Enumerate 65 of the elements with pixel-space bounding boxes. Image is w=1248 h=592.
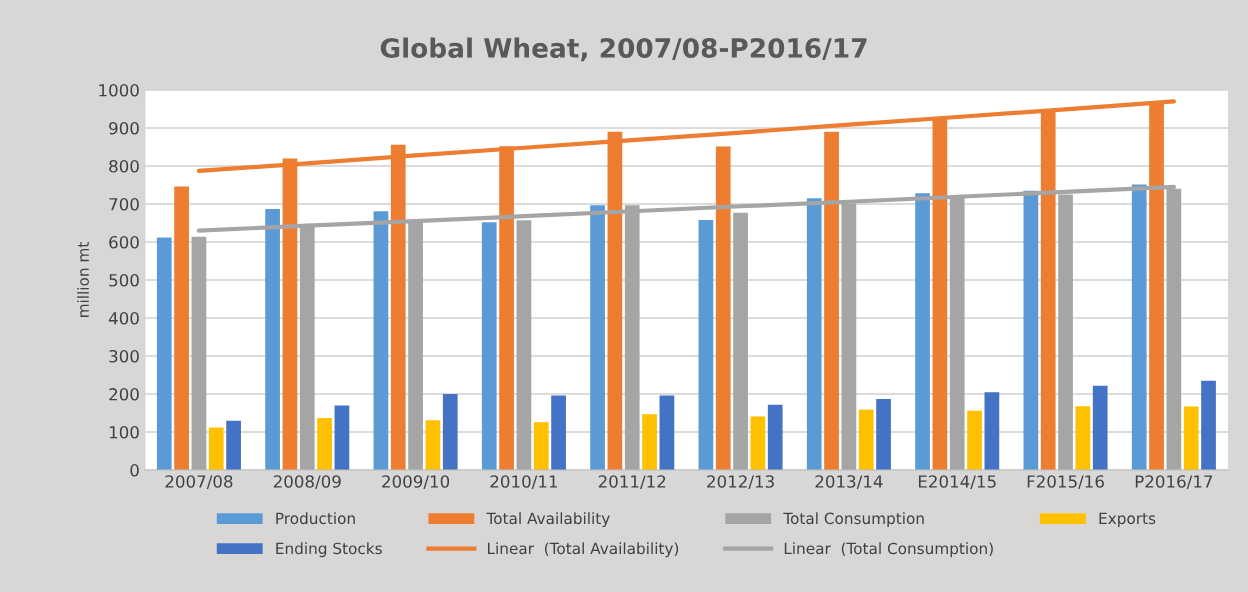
bar — [191, 236, 207, 471]
x-tick-label: 2008/09 — [273, 475, 341, 490]
x-tick-label: 2007/08 — [165, 475, 233, 490]
y-tick-label: 300 — [109, 349, 139, 363]
bar — [1131, 184, 1147, 471]
bar — [642, 414, 657, 471]
legend-label: Exports — [1099, 512, 1156, 528]
bar — [226, 420, 241, 471]
x-tick-label: E2014/15 — [918, 475, 996, 490]
bar — [1183, 406, 1199, 471]
y-tick-label: 700 — [109, 197, 139, 211]
bar — [174, 186, 189, 471]
bar — [481, 222, 497, 471]
bar — [715, 146, 731, 471]
legend-label: Linear (Total Consumption) — [784, 542, 993, 558]
x-tick-label: 2012/13 — [707, 475, 774, 490]
y-tick-label: 400 — [108, 311, 139, 325]
bar — [334, 405, 350, 471]
bar — [659, 395, 675, 471]
x-tick-label: 2011/12 — [598, 475, 666, 490]
bar — [915, 193, 930, 471]
bar — [1092, 385, 1108, 471]
bar — [373, 211, 389, 471]
chart-title: Global Wheat, 2007/08-P2016/17 — [380, 37, 867, 62]
y-tick-label: 200 — [109, 388, 139, 401]
bar — [590, 205, 605, 471]
bar — [733, 212, 748, 471]
bar — [806, 198, 822, 471]
bar — [317, 417, 332, 471]
bar — [551, 395, 566, 471]
y-axis-title: million mt — [77, 242, 89, 317]
y-tick-label: 0 — [130, 464, 139, 477]
bar — [208, 427, 224, 471]
y-tick-label: 600 — [109, 235, 139, 249]
bar — [1023, 190, 1039, 471]
y-tick-label: 100 — [109, 426, 139, 439]
bar — [824, 131, 839, 471]
bar — [858, 409, 874, 471]
bar — [967, 410, 982, 471]
bar — [767, 404, 783, 471]
bar — [156, 237, 172, 471]
x-tick-label: 2010/11 — [490, 475, 557, 490]
bar — [425, 420, 441, 471]
bar — [876, 398, 891, 471]
bar — [750, 416, 766, 471]
bar — [1201, 380, 1216, 471]
y-tick-label: 1000 — [99, 83, 139, 97]
y-tick-label: 800 — [109, 159, 139, 173]
bar — [442, 394, 458, 471]
x-tick-label: P2016/17 — [1135, 475, 1213, 490]
bar — [533, 422, 549, 471]
bar — [265, 208, 280, 471]
bar — [984, 392, 1000, 471]
legend-label: Total Availability — [486, 512, 610, 528]
bar — [1075, 406, 1091, 471]
y-tick-label: 500 — [109, 273, 139, 287]
x-tick-label: F2015/16 — [1027, 475, 1104, 490]
legend-label: Linear (Total Availability) — [488, 542, 679, 558]
y-tick-label: 900 — [109, 121, 139, 135]
x-tick-label: 2009/10 — [382, 475, 450, 490]
x-tick-label: 2013/14 — [815, 475, 883, 490]
legend-label: Production — [276, 512, 355, 525]
legend-label: Total Consumption — [783, 512, 924, 528]
legend-label: Ending Stocks — [276, 542, 382, 558]
bar — [698, 219, 714, 471]
